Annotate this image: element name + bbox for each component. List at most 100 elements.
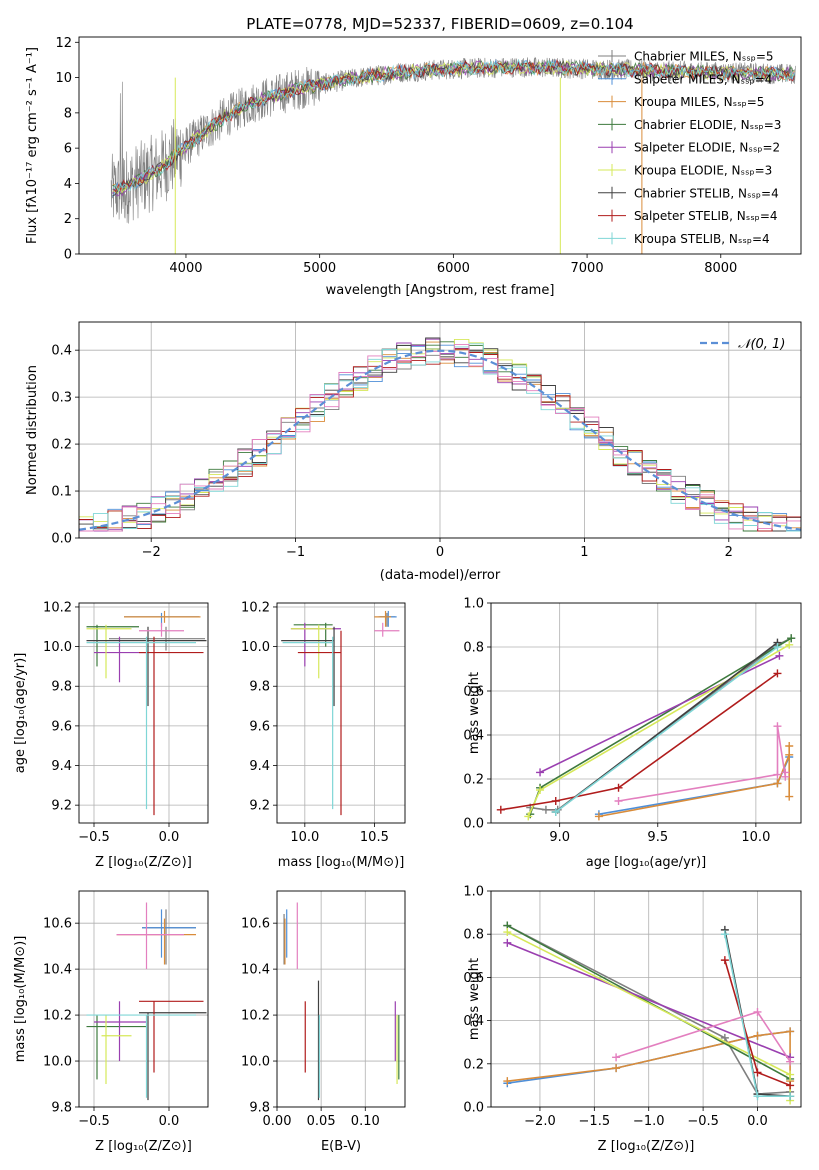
x-tick-label: −0.5 (687, 1114, 719, 1129)
spectrum-plot-area (110, 56, 796, 254)
y-axis-label: age [log₁₀(age/yr)] (13, 653, 28, 774)
weight-marker (551, 808, 560, 816)
y-tick-label: 9.2 (51, 799, 72, 814)
y-tick-label: 10.6 (43, 917, 72, 932)
x-tick-label: 10.0 (290, 830, 319, 845)
y-tick-label: 0.6 (463, 971, 484, 986)
weight-marker (773, 779, 782, 788)
y-tick-label: 1.0 (463, 885, 484, 900)
spectrum-model-line (111, 58, 795, 192)
legend-label: Chabrier ELODIE, Nₛₛₚ=3 (634, 118, 781, 132)
y-tick-label: 9.8 (249, 1101, 270, 1116)
x-tick-label: 4000 (169, 261, 202, 276)
y-tick-label: 9.8 (249, 680, 270, 695)
x-tick-label: 9.0 (549, 830, 570, 845)
weight-marker (753, 1068, 762, 1077)
weight-marker (786, 1057, 795, 1066)
y-axis-label: mass weight (467, 958, 482, 1040)
axes-frame (78, 602, 209, 824)
weight-line (598, 756, 790, 815)
axes-frame (276, 890, 406, 1108)
x-tick-label: −1.5 (579, 1114, 611, 1129)
weight-marker (536, 768, 545, 777)
weight-marker (536, 786, 545, 794)
weight-marker (773, 770, 782, 779)
x-tick-label: −2.0 (524, 1114, 556, 1129)
weight-marker (786, 1092, 795, 1101)
legend-label: Kroupa ELODIE, Nₛₛₚ=3 (634, 164, 772, 178)
y-tick-label: 10.0 (43, 1055, 72, 1070)
age_vs_mass-plot-area (277, 603, 405, 823)
x-tick-label: 10.0 (741, 830, 770, 845)
y-tick-label: 0.8 (463, 928, 484, 943)
y-axis-label: mass [log₁₀(M/M⊙)] (13, 936, 28, 1063)
y-tick-label: 10.2 (43, 600, 72, 615)
x-tick-label: 7000 (571, 261, 604, 276)
weight-marker (785, 750, 794, 759)
x-tick-label: 1 (580, 545, 588, 560)
y-tick-label: 10.0 (241, 640, 270, 655)
x-tick-label: 6000 (437, 261, 470, 276)
weight-marker (785, 792, 794, 801)
y-tick-label: 0.8 (463, 641, 484, 656)
weight-marker (753, 1007, 762, 1016)
y-tick-label: 10.4 (241, 963, 270, 978)
weight-marker (614, 783, 623, 792)
y-tick-label: 0.6 (463, 685, 484, 700)
x-tick-label: 0.05 (307, 1114, 336, 1129)
axes-frame (78, 36, 802, 255)
histogram-step (79, 348, 801, 538)
weight-marker (594, 812, 603, 821)
y-tick-label: 9.6 (249, 719, 270, 734)
y-tick-label: 10 (55, 71, 72, 86)
y-axis-label: mass weight (467, 672, 482, 754)
weight-marker (496, 805, 505, 814)
residuals-plot-area (79, 322, 801, 538)
x-tick-label: 8000 (704, 261, 737, 276)
x-tick-label: 10.5 (360, 830, 389, 845)
x-tick-label: 0.0 (747, 1114, 768, 1129)
y-tick-label: 9.4 (51, 759, 72, 774)
weight-line (618, 726, 787, 802)
weight-marker (503, 938, 512, 947)
chart-title: PLATE=0778, MJD=52337, FIBERID=0609, z=0… (246, 15, 633, 33)
y-tick-label: 9.8 (51, 680, 72, 695)
weight-marker (720, 1033, 729, 1042)
y-tick-label: 1.0 (463, 597, 484, 612)
y-tick-label: 10.2 (241, 1009, 270, 1024)
y-tick-label: 9.6 (51, 719, 72, 734)
legend-label: Chabrier MILES, Nₛₛₚ=5 (634, 50, 774, 64)
weight-marker (720, 930, 729, 939)
y-tick-label: 9.4 (249, 759, 270, 774)
weight-marker (785, 742, 794, 750)
y-tick-label: 10.0 (43, 640, 72, 655)
y-tick-label: 10.4 (43, 963, 72, 978)
axes-frame (78, 321, 802, 539)
weight-marker (785, 640, 794, 649)
x-axis-label: mass [log₁₀(M/M⊙)] (278, 855, 405, 870)
x-tick-label: −0.5 (78, 830, 110, 845)
y-tick-label: 0.1 (51, 485, 72, 500)
weight-marker (773, 669, 782, 678)
axes-frame (276, 602, 406, 824)
x-tick-label: 0.0 (159, 1114, 180, 1129)
y-tick-label: 0.2 (51, 438, 72, 453)
y-tick-label: 10.6 (241, 917, 270, 932)
y-tick-label: 2 (64, 212, 72, 227)
weight-marker (786, 1070, 795, 1079)
y-tick-label: 0.2 (463, 773, 484, 788)
legend-label: Kroupa STELIB, Nₛₛₚ=4 (634, 232, 770, 246)
x-tick-label: 2 (725, 545, 733, 560)
weight-marker (753, 1031, 762, 1040)
x-tick-label: −1.0 (633, 1114, 665, 1129)
y-tick-label: 9.2 (249, 799, 270, 814)
weight-line (500, 672, 778, 811)
y-tick-label: 0.0 (463, 1101, 484, 1116)
mass_vs_ebv-plot-area (277, 891, 405, 1107)
y-tick-label: 10.2 (241, 600, 270, 615)
legend-label: Salpeter STELIB, Nₛₛₚ=4 (634, 209, 778, 223)
normal-curve (79, 349, 801, 531)
weight_vs_age-plot-area (491, 603, 801, 823)
weight-line (539, 655, 780, 774)
